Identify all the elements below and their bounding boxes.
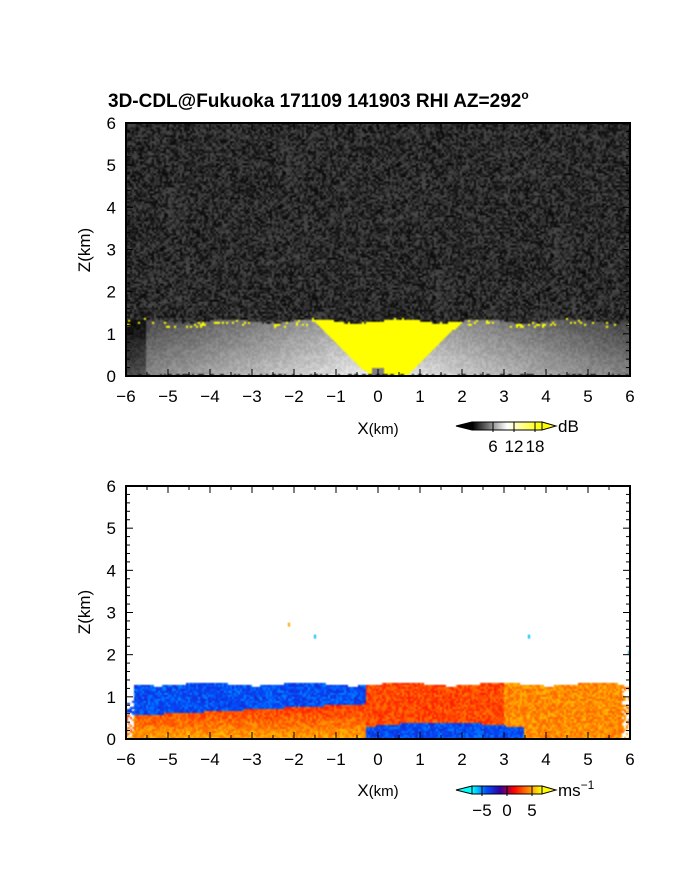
x-tick-label: 4 — [541, 387, 550, 406]
snr-colorbar-high-triangle — [541, 421, 558, 431]
snr-heatmap — [126, 123, 630, 376]
x-tick-label: −3 — [242, 387, 261, 406]
velocity-x-tick-labels: −6 −5 −4 −3 −2 −1 0 1 2 3 4 5 6 — [116, 750, 634, 769]
x-tick-label: 6 — [625, 750, 634, 769]
y-tick-label: 5 — [107, 519, 116, 538]
velocity-colorbar: −5 0 5 ms−1 — [455, 778, 595, 820]
velocity-y-axis-label: Z(km) — [75, 590, 94, 634]
y-tick-label: 2 — [107, 283, 116, 302]
snr-y-axis-label: Z(km) — [75, 228, 94, 272]
x-tick-label: 2 — [457, 750, 466, 769]
x-tick-label: 0 — [373, 387, 382, 406]
x-tick-label: −1 — [326, 750, 345, 769]
y-tick-label: 4 — [107, 561, 116, 580]
x-tick-label: −2 — [284, 387, 303, 406]
x-tick-label: −3 — [242, 750, 261, 769]
x-tick-label: 4 — [541, 750, 550, 769]
snr-colorbar: 6 12 18 dB — [455, 417, 579, 456]
snr-colorbar-gradient — [472, 422, 542, 430]
x-tick-label: 5 — [583, 750, 592, 769]
x-tick-label: −4 — [200, 387, 219, 406]
velocity-x-axis-label: X(km) — [357, 781, 398, 800]
x-tick-label: 2 — [457, 387, 466, 406]
x-tick-label: −1 — [326, 387, 345, 406]
x-tick-label: 1 — [415, 750, 424, 769]
snr-colorbar-unit: dB — [558, 417, 579, 436]
velocity-colorbar-ticks: −5 0 5 — [472, 786, 537, 820]
x-tick-label: 0 — [373, 750, 382, 769]
colorbar-tick-label: 6 — [488, 437, 497, 456]
snr-colorbar-low-triangle — [455, 421, 473, 431]
y-tick-label: 4 — [107, 198, 116, 217]
velocity-colorbar-low-triangle — [455, 785, 473, 795]
y-tick-label: 0 — [107, 367, 116, 386]
x-tick-label: −5 — [158, 387, 177, 406]
y-tick-label: 2 — [107, 646, 116, 665]
velocity-tick-marks — [125, 485, 631, 740]
y-tick-label: 6 — [107, 477, 116, 496]
velocity-heatmap — [126, 486, 630, 739]
y-tick-label: 3 — [107, 604, 116, 623]
x-tick-label: 3 — [499, 750, 508, 769]
x-tick-label: 6 — [625, 387, 634, 406]
y-tick-label: 3 — [107, 241, 116, 260]
snr-y-tick-labels: 0 1 2 3 4 5 6 — [107, 114, 116, 386]
y-tick-label: 1 — [107, 325, 116, 344]
x-tick-label: −4 — [200, 750, 219, 769]
x-tick-label: −6 — [116, 387, 135, 406]
colorbar-tick-label: 18 — [526, 437, 545, 456]
velocity-colorbar-unit: ms−1 — [558, 778, 595, 800]
velocity-y-tick-labels: 0 1 2 3 4 5 6 — [107, 477, 116, 749]
snr-colorbar-frame — [471, 421, 543, 431]
snr-x-axis-label: X(km) — [357, 419, 398, 438]
colorbar-tick-label: 12 — [505, 437, 524, 456]
x-tick-label: −2 — [284, 750, 303, 769]
x-tick-label: 1 — [415, 387, 424, 406]
y-tick-label: 5 — [107, 156, 116, 175]
velocity-colorbar-high-triangle — [541, 785, 558, 795]
colorbar-tick-label: −5 — [472, 801, 491, 820]
colorbar-tick-label: 0 — [502, 801, 511, 820]
colorbar-tick-label: 5 — [527, 801, 536, 820]
y-tick-label: 0 — [107, 730, 116, 749]
y-tick-label: 6 — [107, 114, 116, 133]
chart-title: 3D-CDL@Fukuoka 171109 141903 RHI AZ=292o — [108, 88, 529, 112]
x-tick-label: −5 — [158, 750, 177, 769]
x-tick-label: −6 — [116, 750, 135, 769]
snr-colorbar-ticks: 6 12 18 — [488, 422, 544, 456]
snr-x-tick-labels: −6 −5 −4 −3 −2 −1 0 1 2 3 4 5 6 — [116, 387, 634, 406]
snr-tick-marks — [125, 122, 631, 377]
x-tick-label: 5 — [583, 387, 592, 406]
y-tick-label: 1 — [107, 688, 116, 707]
x-tick-label: 3 — [499, 387, 508, 406]
